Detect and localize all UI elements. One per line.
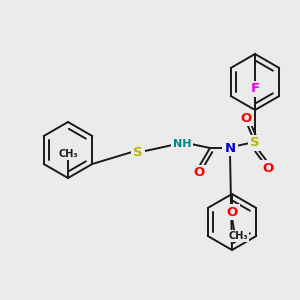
Text: O: O bbox=[240, 112, 252, 124]
Text: N: N bbox=[224, 142, 236, 154]
Text: CH₃: CH₃ bbox=[58, 149, 78, 159]
Text: NH: NH bbox=[173, 139, 191, 149]
Text: O: O bbox=[262, 161, 274, 175]
Text: CH₃: CH₃ bbox=[228, 231, 248, 241]
Text: O: O bbox=[226, 206, 238, 218]
Text: S: S bbox=[133, 146, 143, 158]
Text: S: S bbox=[250, 136, 260, 149]
Text: F: F bbox=[250, 82, 260, 95]
Text: O: O bbox=[194, 167, 205, 179]
